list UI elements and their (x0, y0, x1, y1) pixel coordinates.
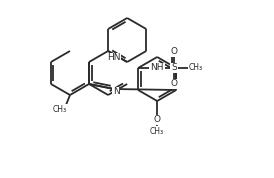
Text: N: N (113, 88, 119, 96)
Text: CH₃: CH₃ (150, 127, 164, 135)
Text: CH₃: CH₃ (53, 104, 67, 114)
Text: NH: NH (150, 64, 164, 72)
Text: HN: HN (107, 54, 120, 62)
Text: O: O (171, 48, 178, 56)
Text: O: O (171, 80, 178, 88)
Text: O: O (154, 116, 161, 124)
Text: S: S (171, 64, 177, 72)
Text: CH₃: CH₃ (189, 64, 203, 72)
